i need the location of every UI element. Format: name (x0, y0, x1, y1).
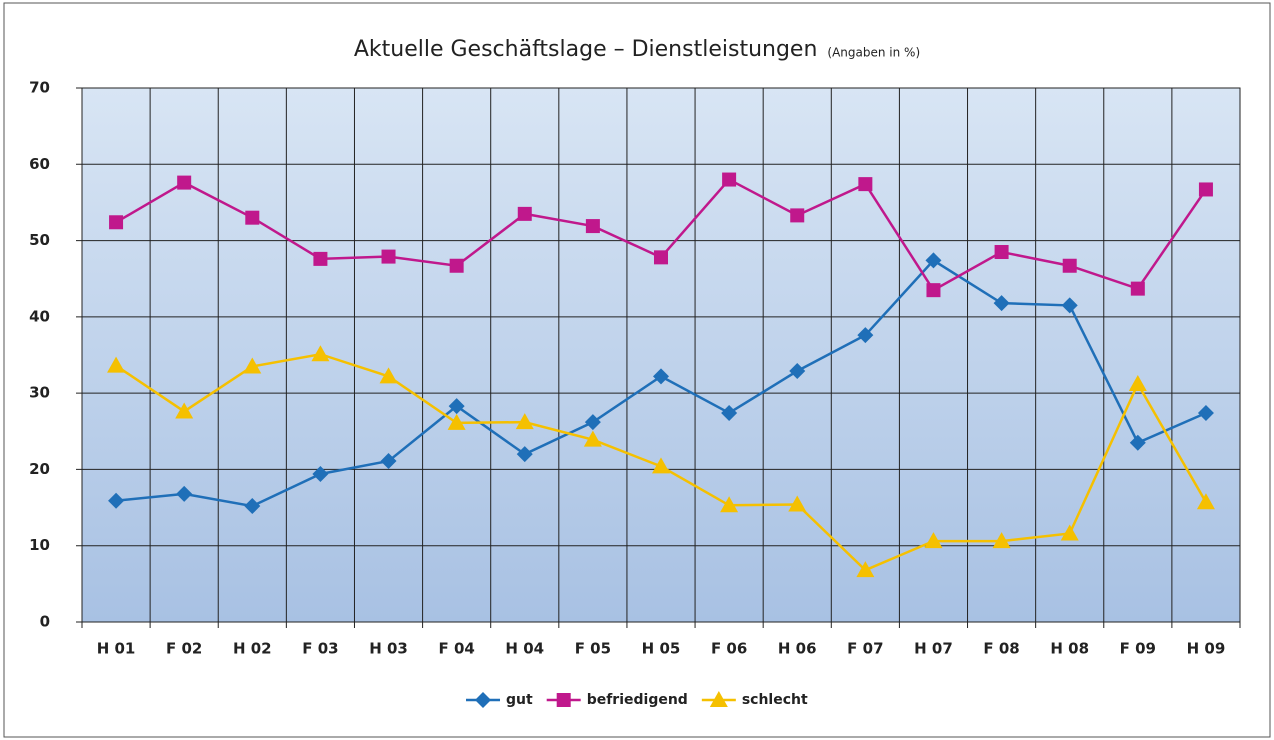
marker (992, 532, 1011, 549)
chart-title: Aktuelle Geschäftslage – Dienstleistunge… (354, 37, 818, 62)
x-tick-label: H 03 (369, 640, 408, 658)
x-tick-label: H 08 (1050, 640, 1089, 658)
marker (1061, 297, 1078, 314)
marker (788, 495, 807, 512)
legend-marker (709, 691, 728, 707)
x-tick-label: H 04 (505, 640, 544, 658)
x-tick-label: H 09 (1187, 640, 1226, 658)
legend-marker (556, 693, 571, 707)
marker (448, 398, 465, 415)
plot-area (82, 88, 1240, 622)
marker (1198, 182, 1213, 197)
marker (176, 485, 193, 502)
marker (244, 498, 261, 515)
y-tick-label: 20 (29, 460, 50, 478)
y-tick-label: 60 (29, 155, 50, 173)
marker (856, 561, 875, 578)
marker (721, 404, 738, 421)
marker (790, 208, 805, 223)
marker (380, 453, 397, 470)
marker (107, 356, 126, 373)
marker (652, 457, 670, 474)
marker (789, 363, 806, 380)
marker (924, 532, 943, 549)
marker (720, 496, 739, 513)
y-tick-label: 10 (29, 536, 50, 554)
marker (1196, 493, 1215, 510)
legend: gut befriedigend schlecht (466, 691, 808, 708)
x-tick-label: H 05 (642, 640, 681, 658)
marker (654, 250, 668, 265)
legend-label: befriedigend (587, 692, 688, 708)
chart-subtitle: (Angaben in %) (827, 46, 920, 60)
marker (243, 357, 262, 374)
marker (926, 283, 941, 298)
y-tick-label: 30 (29, 384, 50, 402)
marker (449, 258, 464, 273)
plot-border (81, 87, 1241, 623)
x-tick-label: F 03 (302, 640, 338, 658)
x-tick-label: H 02 (233, 640, 272, 658)
legend-marker (475, 692, 492, 708)
marker (583, 430, 602, 447)
x-tick-label: F 04 (438, 640, 474, 658)
marker (1060, 524, 1079, 541)
marker (109, 215, 124, 230)
marker (857, 327, 874, 344)
marker (245, 210, 260, 225)
marker (585, 219, 600, 234)
marker (108, 492, 125, 509)
legend-label: schlecht (742, 692, 808, 708)
marker (447, 413, 466, 430)
marker (994, 245, 1009, 260)
marker (722, 172, 737, 187)
marker (1130, 281, 1145, 296)
marker (584, 414, 601, 431)
y-tick-label: 0 (40, 613, 50, 631)
marker (381, 249, 396, 264)
marker (516, 446, 533, 463)
y-tick-label: 50 (29, 231, 50, 249)
marker (925, 252, 942, 269)
legend-label: gut (506, 692, 533, 708)
marker (379, 367, 398, 384)
marker (1062, 258, 1077, 273)
x-tick-label: F 09 (1120, 640, 1156, 658)
marker (993, 295, 1010, 312)
x-tick-label: F 02 (166, 640, 202, 658)
x-tick-label: F 07 (847, 640, 883, 658)
marker (858, 177, 873, 192)
y-tick-label: 40 (29, 307, 50, 325)
marker (517, 206, 532, 221)
x-tick-label: F 05 (575, 640, 611, 658)
marker (312, 466, 329, 483)
y-tick-label: 70 (29, 79, 50, 97)
x-tick-label: F 08 (983, 640, 1019, 658)
marker (653, 368, 669, 385)
marker (1128, 374, 1147, 391)
marker (311, 345, 330, 362)
x-tick-label: F 06 (711, 640, 747, 658)
marker (313, 251, 328, 266)
x-tick-label: H 01 (97, 640, 136, 658)
marker (1129, 434, 1146, 451)
marker (515, 413, 534, 430)
x-tick-label: H 07 (914, 640, 953, 658)
marker (175, 402, 194, 419)
x-tick-label: H 06 (778, 640, 817, 658)
marker (1197, 404, 1214, 421)
marker (177, 175, 192, 190)
